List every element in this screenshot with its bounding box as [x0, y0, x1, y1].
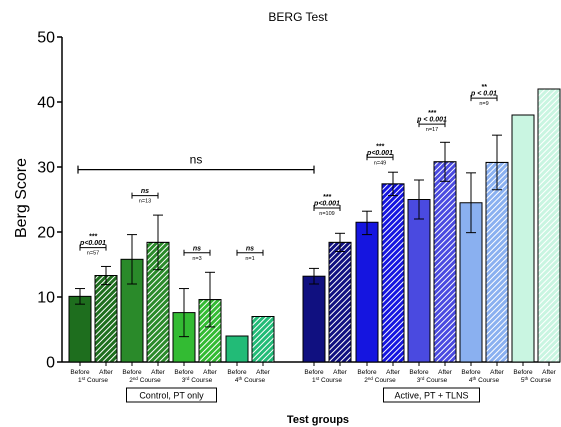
y-tick-label: 30: [37, 160, 55, 177]
y-axis-label: Berg Score: [13, 158, 30, 238]
chart-title: BERG Test: [268, 10, 328, 24]
category-label-when: After: [333, 369, 348, 376]
category-label-when: Before: [513, 369, 533, 376]
bar: [407, 199, 431, 363]
p-value-label: ns: [246, 245, 254, 252]
category-label-course: 1st Course: [78, 376, 108, 385]
category-label-when: After: [542, 369, 557, 376]
bar-hatch: [251, 316, 275, 363]
bar: [355, 221, 379, 363]
sample-size-label: n=13: [139, 199, 151, 205]
category-label-when: Before: [70, 369, 90, 376]
p-value-label: p<0.001: [79, 240, 106, 247]
p-value-label: p < 0.01: [470, 91, 497, 98]
y-tick-label: 10: [37, 290, 55, 307]
p-value-label: p < 0.001: [416, 117, 447, 124]
category-label-course: 4th Course: [469, 376, 500, 385]
y-tick-label: 50: [37, 30, 55, 47]
significance-stars: ***: [89, 234, 97, 241]
sample-size-label: n=17: [426, 127, 438, 133]
category-label-course: 5th Course: [521, 376, 552, 385]
significance-stars: ***: [376, 143, 384, 150]
category-label-when: Before: [227, 369, 247, 376]
significance-stars: **: [481, 84, 487, 91]
category-label-when: Before: [357, 369, 377, 376]
category-label-when: After: [99, 369, 114, 376]
p-value-label: p<0.001: [366, 150, 393, 157]
bar-hatch: [433, 161, 457, 363]
bar-hatch: [94, 275, 118, 363]
bar: [302, 275, 326, 363]
category-label-course: 1st Course: [312, 376, 342, 385]
bar-hatch: [537, 88, 561, 363]
category-label-course: 3rd Course: [417, 376, 448, 385]
bar: [68, 295, 92, 363]
category-label-course: 3rd Course: [182, 376, 213, 385]
group-box: [383, 387, 480, 403]
bar-hatch: [485, 161, 509, 363]
category-label-when: After: [203, 369, 218, 376]
bar: [511, 114, 535, 363]
sample-size-label: n=3: [192, 256, 201, 262]
x-axis-label: Test groups: [287, 414, 349, 426]
category-label-when: Before: [409, 369, 429, 376]
group-label: Active, PT + TLNS: [395, 391, 469, 401]
y-tick-label: 40: [37, 95, 55, 112]
category-label-when: After: [256, 369, 271, 376]
category-label-when: Before: [122, 369, 142, 376]
p-value-label: p<0.001: [313, 200, 340, 207]
sample-size-label: n=109: [319, 211, 334, 217]
p-value-label: ns: [193, 245, 201, 252]
sample-size-label: n=57: [87, 251, 99, 257]
p-value-label: ns: [141, 188, 149, 195]
sample-size-label: n=9: [479, 101, 488, 107]
sample-size-label: n=1: [245, 256, 254, 262]
category-label-when: Before: [304, 369, 324, 376]
category-label-when: Before: [174, 369, 194, 376]
category-label-course: 4th Course: [235, 376, 266, 385]
category-label-when: After: [151, 369, 166, 376]
category-label-course: 2nd Course: [364, 376, 396, 385]
bar-hatch: [381, 183, 405, 363]
plot-area: 0 10 20 30 40 50 Before After Before After Before A…: [37, 30, 561, 403]
category-label-when: After: [490, 369, 505, 376]
group-comparison-label: ns: [190, 153, 203, 167]
category-label-when: After: [386, 369, 401, 376]
group-box: [126, 387, 217, 403]
sample-size-label: n=49: [374, 160, 386, 166]
significance-stars: ***: [428, 110, 436, 117]
category-label-when: Before: [461, 369, 481, 376]
bar-hatch: [328, 241, 352, 363]
bar: [225, 335, 249, 363]
y-tick-label: 20: [37, 225, 55, 242]
y-tick-label: 0: [46, 355, 55, 372]
significance-stars: ***: [323, 194, 331, 201]
category-label-course: 2nd Course: [129, 376, 161, 385]
group-label: Control, PT only: [139, 391, 204, 401]
category-label-when: After: [438, 369, 453, 376]
